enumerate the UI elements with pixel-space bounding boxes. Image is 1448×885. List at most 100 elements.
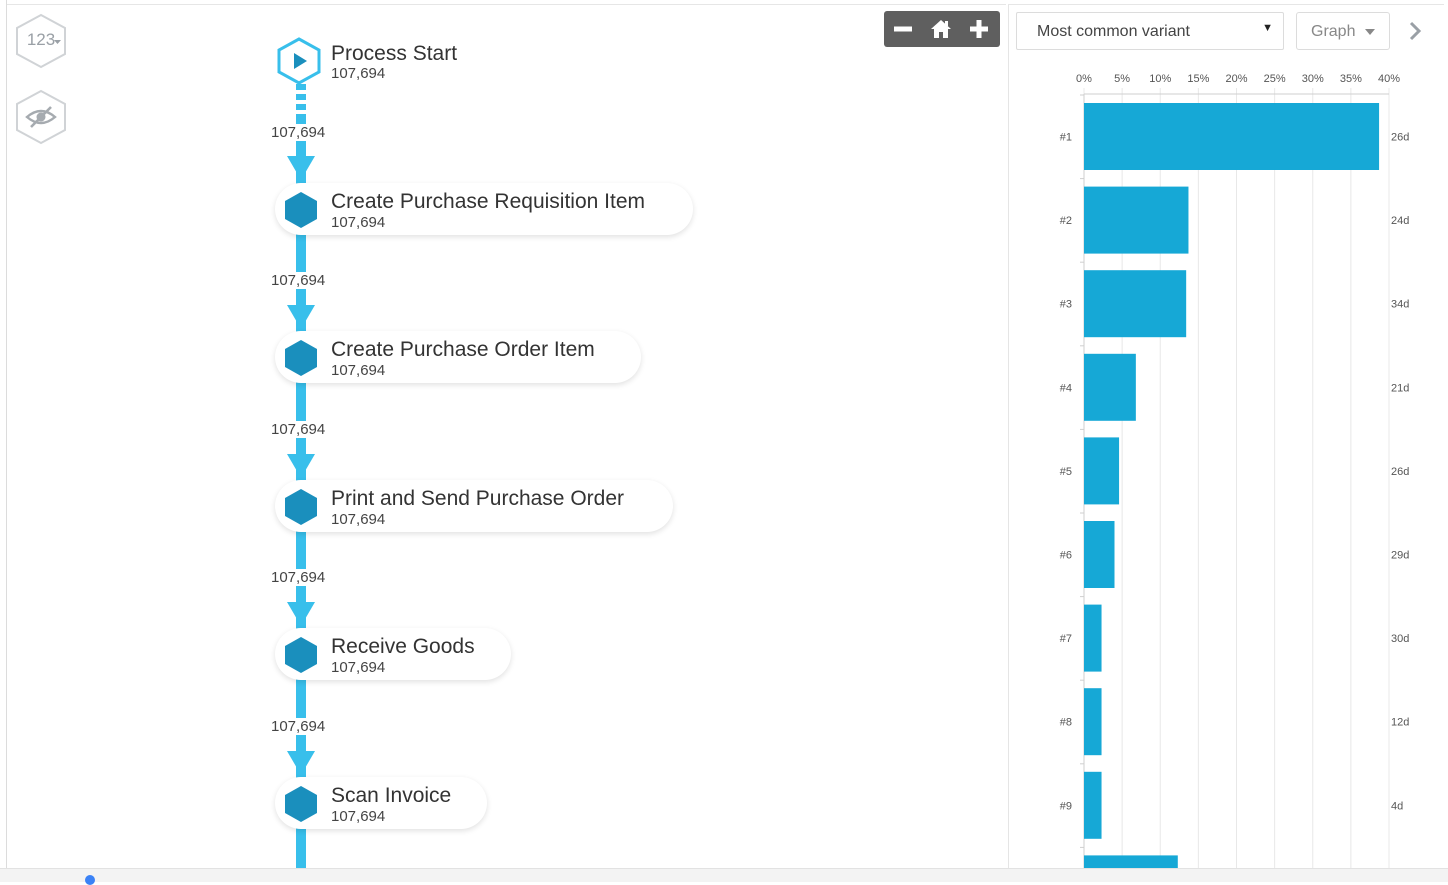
duration-label: 21d bbox=[1391, 382, 1409, 394]
activity-node[interactable]: Print and Send Purchase Order 107,694 bbox=[275, 480, 673, 532]
duration-label: 24d bbox=[1391, 215, 1409, 227]
duration-label: 26d bbox=[1391, 132, 1409, 144]
edge-count-label: 107,694 bbox=[270, 272, 327, 289]
bar[interactable] bbox=[1084, 688, 1102, 756]
activity-hexagon-icon bbox=[285, 637, 317, 673]
duration-label: 34d bbox=[1391, 299, 1409, 311]
activity-label: Scan Invoice bbox=[331, 784, 452, 807]
metric-toggle-label: 123 bbox=[26, 30, 56, 49]
activity-count: 107,694 bbox=[331, 362, 386, 379]
flow-arrow-down-icon bbox=[287, 751, 315, 775]
edge-count-label: 107,694 bbox=[270, 569, 327, 586]
variant-select[interactable]: Most common variant ▼ bbox=[1016, 12, 1284, 50]
x-tick-label: 5% bbox=[1114, 73, 1130, 85]
x-tick-label: 20% bbox=[1225, 73, 1247, 85]
category-label: #2 bbox=[1060, 215, 1072, 227]
bar[interactable] bbox=[1084, 353, 1136, 421]
start-node-count: 107,694 bbox=[331, 65, 386, 82]
duration-label: 29d bbox=[1391, 550, 1409, 562]
activity-label: Create Purchase Requisition Item bbox=[331, 190, 645, 213]
view-mode-label: Graph bbox=[1311, 23, 1356, 40]
edge-count-label: 107,694 bbox=[270, 421, 327, 438]
activity-label: Receive Goods bbox=[331, 635, 475, 658]
process-start-node[interactable]: Process Start 107,694 bbox=[276, 37, 506, 87]
process-flow-canvas[interactable]: Process Start 107,694 107,694 107,694 10… bbox=[0, 0, 1000, 874]
x-tick-label: 0% bbox=[1076, 73, 1092, 85]
bar[interactable] bbox=[1084, 521, 1115, 588]
start-node-label: Process Start bbox=[331, 42, 458, 65]
variant-panel bbox=[1008, 4, 1445, 868]
status-dot bbox=[85, 875, 95, 885]
bar[interactable] bbox=[1084, 103, 1380, 170]
activity-node[interactable]: Receive Goods 107,694 bbox=[275, 628, 511, 680]
metric-toggle-button[interactable]: 123 bbox=[13, 13, 69, 69]
bar[interactable] bbox=[1084, 437, 1120, 505]
bar[interactable] bbox=[1084, 604, 1102, 672]
duration-label: 4d bbox=[1391, 800, 1403, 812]
bar[interactable] bbox=[1084, 855, 1178, 868]
eye-slash-icon bbox=[16, 89, 66, 145]
activity-label: Print and Send Purchase Order bbox=[331, 487, 624, 510]
hexagon-outline-icon bbox=[16, 13, 66, 69]
x-tick-label: 35% bbox=[1340, 73, 1362, 85]
activity-count: 107,694 bbox=[331, 808, 386, 825]
canvas-top-border bbox=[6, 4, 1006, 5]
caret-down-icon: ▼ bbox=[1262, 22, 1273, 34]
zoom-toolbar bbox=[884, 11, 1000, 47]
flow-arrow-down-icon bbox=[287, 305, 315, 329]
panel-top-border bbox=[1008, 4, 1444, 5]
canvas-left-border bbox=[6, 0, 7, 868]
flow-arrow-down-icon bbox=[287, 602, 315, 626]
activity-hexagon-icon bbox=[285, 489, 317, 525]
view-mode-dropdown[interactable]: Graph bbox=[1296, 12, 1390, 50]
activity-hexagon-icon bbox=[285, 192, 317, 228]
activity-hexagon-icon bbox=[285, 340, 317, 376]
edge-count-label: 107,694 bbox=[270, 124, 327, 141]
bar[interactable] bbox=[1084, 771, 1102, 839]
x-tick-label: 25% bbox=[1264, 73, 1286, 85]
category-label: #7 bbox=[1060, 633, 1072, 645]
x-tick-label: 40% bbox=[1378, 73, 1400, 85]
zoom-out-button[interactable] bbox=[884, 11, 922, 47]
edge-count-label: 107,694 bbox=[270, 718, 327, 735]
activity-node[interactable]: Scan Invoice 107,694 bbox=[275, 777, 487, 829]
activity-hexagon-icon bbox=[285, 786, 317, 822]
variant-select-value: Most common variant bbox=[1037, 23, 1190, 40]
category-label: #4 bbox=[1060, 382, 1072, 394]
zoom-in-button[interactable] bbox=[960, 11, 998, 47]
reset-view-button[interactable] bbox=[922, 11, 960, 47]
x-tick-label: 10% bbox=[1149, 73, 1171, 85]
bar[interactable] bbox=[1084, 186, 1189, 254]
flow-arrow-down-icon bbox=[287, 156, 315, 180]
activity-node[interactable]: Create Purchase Order Item 107,694 bbox=[275, 331, 641, 383]
caret-down-icon bbox=[54, 40, 61, 44]
flow-connector-dashed bbox=[296, 84, 306, 120]
category-label: #6 bbox=[1060, 550, 1072, 562]
next-button[interactable] bbox=[1404, 18, 1426, 44]
category-label: #3 bbox=[1060, 299, 1072, 311]
minus-icon bbox=[894, 26, 912, 32]
caret-down-icon bbox=[1365, 29, 1375, 35]
category-label: #8 bbox=[1060, 717, 1072, 729]
x-tick-label: 15% bbox=[1187, 73, 1209, 85]
x-tick-label: 30% bbox=[1302, 73, 1324, 85]
category-label: #5 bbox=[1060, 466, 1072, 478]
category-label: #1 bbox=[1060, 132, 1072, 144]
activity-node[interactable]: Create Purchase Requisition Item 107,694 bbox=[275, 183, 693, 235]
duration-label: 12d bbox=[1391, 717, 1409, 729]
duration-label: 26d bbox=[1391, 466, 1409, 478]
hide-activities-button[interactable] bbox=[13, 89, 69, 145]
activity-count: 107,694 bbox=[331, 214, 386, 231]
plus-icon bbox=[970, 20, 988, 38]
activity-count: 107,694 bbox=[331, 659, 386, 676]
activity-count: 107,694 bbox=[331, 511, 386, 528]
status-bar bbox=[0, 868, 1448, 882]
flow-arrow-down-icon bbox=[287, 454, 315, 478]
variant-bar-chart[interactable]: 0% 5% 10% 15% 20% 25% 30% 35% 40% #1 26d #2 24d #3 34d… bbox=[1008, 60, 1444, 868]
category-label: #9 bbox=[1060, 800, 1072, 812]
play-icon bbox=[277, 37, 321, 85]
chevron-right-icon bbox=[1409, 21, 1422, 41]
activity-label: Create Purchase Order Item bbox=[331, 338, 595, 361]
bar[interactable] bbox=[1084, 270, 1187, 338]
home-icon bbox=[931, 20, 951, 38]
